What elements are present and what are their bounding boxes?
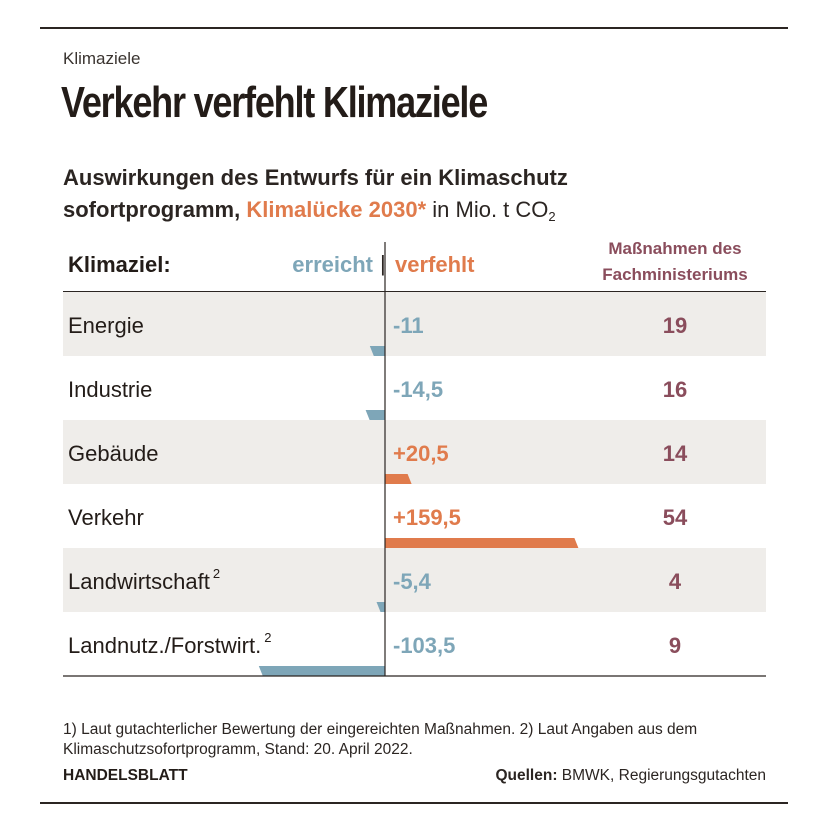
bar [365, 410, 385, 420]
headline: Verkehr verfehlt Klimaziele [61, 78, 488, 127]
subtitle: Auswirkungen des Entwurfs für ein Klimas… [63, 162, 763, 233]
header-reached: erreicht [292, 252, 373, 277]
measures-value: 9 [669, 633, 681, 658]
top-rule [40, 27, 788, 29]
value-label: -103,5 [393, 633, 455, 658]
bar [385, 474, 412, 484]
category-label: Gebäude [68, 441, 159, 466]
header-divider [63, 291, 766, 292]
subtitle-line1: Auswirkungen des Entwurfs für ein Klimas… [63, 165, 568, 190]
measures-value: 16 [663, 377, 687, 402]
bar [258, 666, 385, 676]
category-label: Energie [68, 313, 144, 338]
bar [369, 346, 385, 356]
header-label: Klimaziel: [68, 252, 171, 277]
row-background [63, 420, 766, 484]
header-measures: Maßnahmen des Fachministeriums [585, 236, 765, 288]
category-label: Industrie [68, 377, 152, 402]
category-superscript: 2 [264, 630, 271, 645]
sources-label: Quellen: [495, 767, 558, 784]
header-missed: verfehlt [395, 252, 475, 277]
sources-text: BMWK, Regierungsgutachten [557, 767, 766, 784]
measures-value: 14 [663, 441, 688, 466]
bar [385, 538, 579, 548]
subtitle-highlight: Klimalücke 2030* [246, 197, 427, 222]
header-measures-line1: Maßnahmen des [608, 239, 742, 258]
subtitle-unit-sub: 2 [548, 209, 556, 224]
row-background [63, 292, 766, 356]
value-label: +20,5 [393, 441, 449, 466]
measures-value: 54 [663, 505, 688, 530]
bottom-rule [40, 802, 788, 804]
subtitle-unit: in Mio. t CO [426, 197, 549, 222]
value-label: +159,5 [393, 505, 461, 530]
header-measures-line2: Fachministeriums [602, 265, 748, 284]
kicker: Klimaziele [63, 49, 141, 68]
brand: HANDELSBLATT [63, 767, 188, 784]
category-label: Landwirtschaft 2 [68, 566, 220, 594]
category-label: Landnutz./Forstwirt. 2 [68, 630, 271, 658]
category-superscript: 2 [213, 566, 220, 581]
sources: Quellen: BMWK, Regierungsgutachten [495, 767, 766, 785]
header-separator: | [380, 251, 386, 276]
category-label: Verkehr [68, 505, 144, 530]
row-background [63, 548, 766, 612]
value-label: -11 [393, 313, 424, 338]
value-label: -14,5 [393, 377, 443, 402]
measures-value: 19 [663, 313, 687, 338]
value-label: -5,4 [393, 569, 432, 594]
measures-value: 4 [669, 569, 682, 594]
bar [376, 602, 385, 612]
subtitle-line2: sofortprogramm, [63, 197, 247, 222]
footnote: 1) Laut gutachterlicher Bewertung der ei… [63, 721, 698, 758]
